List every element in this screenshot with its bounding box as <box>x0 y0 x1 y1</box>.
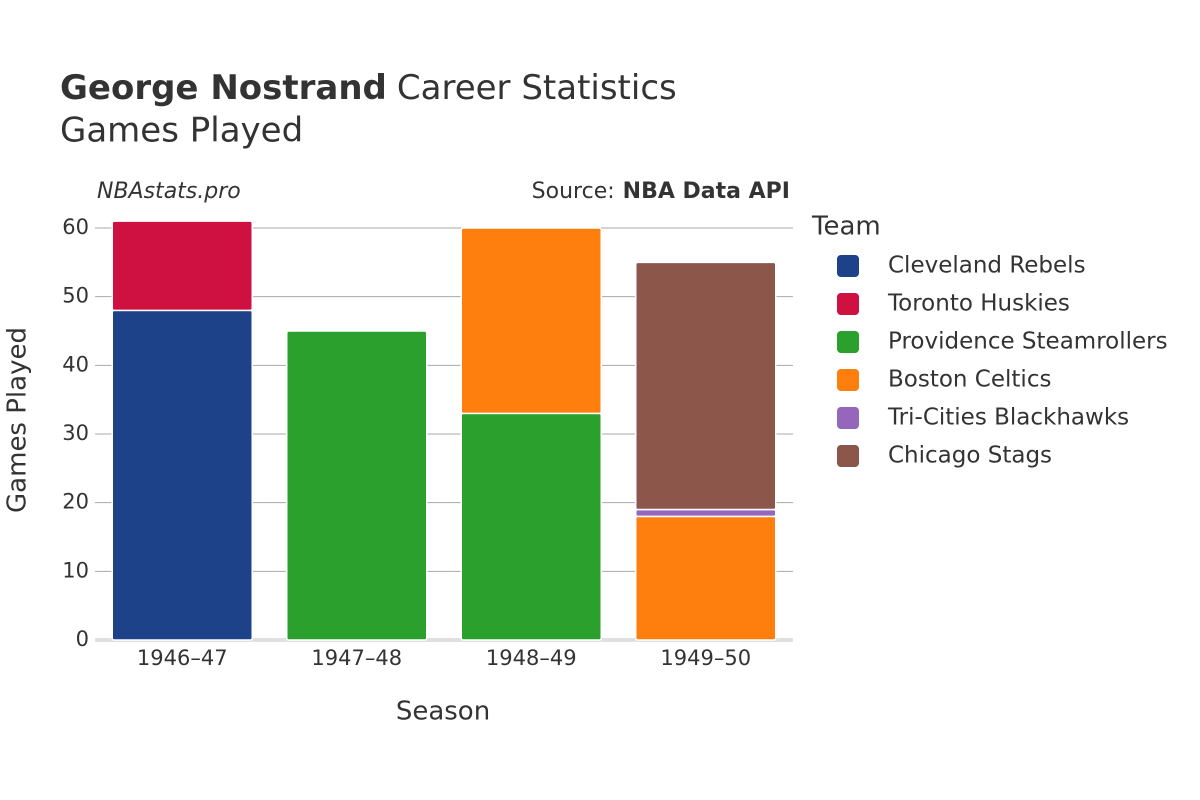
bar-segment <box>286 330 428 641</box>
y-tick-label: 0 <box>76 627 89 651</box>
bar-segment <box>111 309 253 641</box>
legend-label: Tri-Cities Blackhawks <box>887 405 1129 431</box>
y-tick-label: 10 <box>62 558 89 582</box>
x-tick-label: 1949–50 <box>660 646 751 670</box>
legend-swatch <box>837 445 859 467</box>
y-tick-label: 30 <box>62 421 89 445</box>
legend-swatch <box>837 255 859 277</box>
y-tick-label: 60 <box>62 215 89 239</box>
y-axis-title: Games Played <box>3 327 33 513</box>
bar-segment <box>635 261 777 511</box>
bar-segment <box>460 412 602 641</box>
bar-segment <box>111 220 253 312</box>
legend-label: Toronto Huskies <box>887 291 1070 317</box>
legend-label: Providence Steamrollers <box>888 329 1168 355</box>
y-tick-label: 20 <box>62 490 89 514</box>
x-tick-label: 1946–47 <box>137 646 228 670</box>
y-tick-label: 40 <box>62 352 89 376</box>
legend-swatch <box>837 293 859 315</box>
x-tick-label: 1948–49 <box>486 646 577 670</box>
y-tick-label: 50 <box>62 284 89 308</box>
chart-subtitle: Games Played <box>60 111 303 151</box>
legend-swatch <box>837 331 859 353</box>
legend-swatch <box>837 407 859 429</box>
legend-label: Cleveland Rebels <box>888 253 1086 279</box>
chart-title: George Nostrand Career Statistics <box>60 68 677 108</box>
source-name: NBA Data API <box>623 179 790 204</box>
watermark: NBAstats.pro <box>97 179 241 204</box>
legend-swatch <box>837 369 859 391</box>
legend-label: Boston Celtics <box>888 367 1051 393</box>
bar-segment <box>635 508 777 518</box>
x-axis-title: Season <box>396 697 490 727</box>
x-tick-label: 1947–48 <box>311 646 402 670</box>
title-bold: George Nostrand <box>60 68 387 108</box>
title-rest: Career Statistics <box>397 68 677 108</box>
source-label: Source: <box>532 179 615 204</box>
legend-title: Team <box>811 212 881 242</box>
source: Source: NBA Data API <box>532 179 790 204</box>
bar-segment <box>635 515 777 641</box>
legend-label: Chicago Stags <box>888 443 1052 469</box>
bar-segment <box>460 227 602 415</box>
